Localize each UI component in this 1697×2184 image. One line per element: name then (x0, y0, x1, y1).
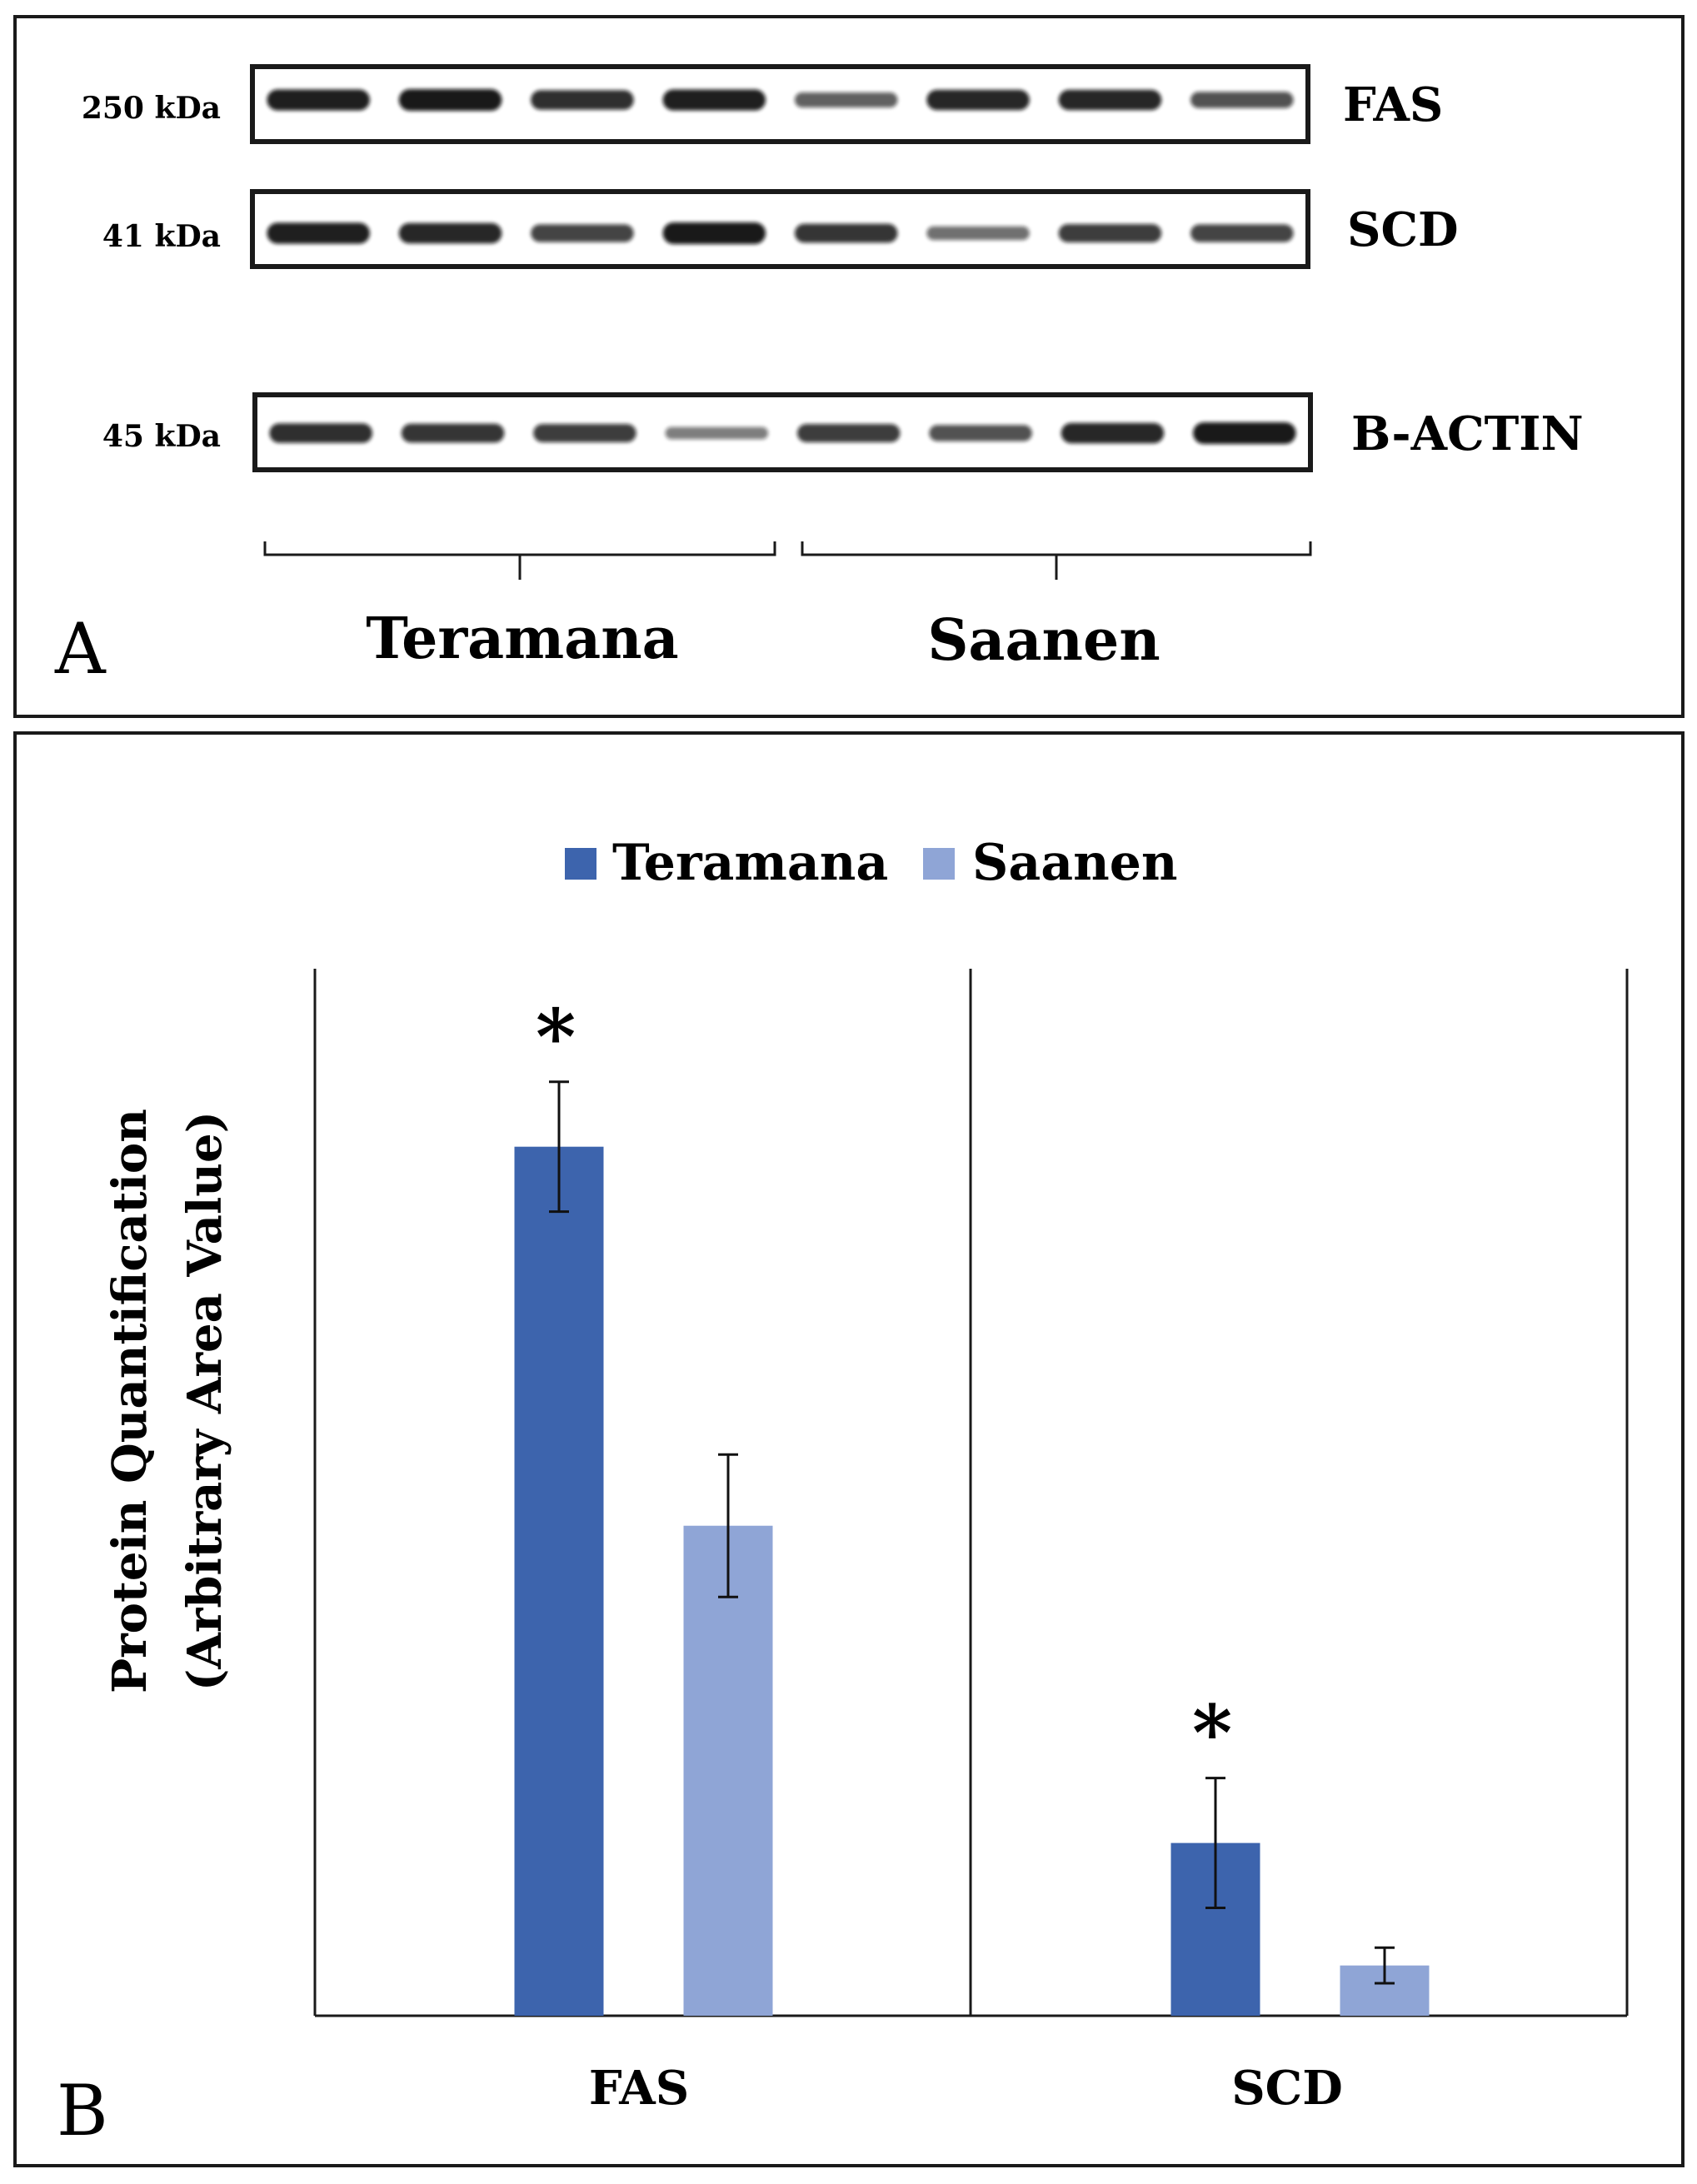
band-fas-lane-2 (398, 89, 502, 111)
plot-area: ** (514, 992, 1430, 2016)
blot-scd-protein: SCD (1347, 202, 1459, 257)
saanen-bracket (801, 541, 1312, 580)
band-scd-lane-3 (531, 224, 634, 242)
band-b-actin-lane-6 (929, 425, 1032, 441)
x-tick-label-fas: FAS (589, 2061, 689, 2116)
band-b-actin-lane-3 (533, 424, 636, 442)
band-scd-lane-6 (926, 226, 1030, 241)
band-fas-lane-1 (267, 89, 370, 111)
teramana-bracket (263, 541, 776, 580)
legend: Teramana Saanen (565, 834, 1178, 892)
band-b-actin-lane-8 (1193, 422, 1296, 444)
band-b-actin-lane-2 (401, 423, 505, 443)
blot-fas-bands (267, 89, 1294, 111)
panel-a-frame (13, 15, 1685, 718)
band-fas-lane-6 (926, 89, 1030, 111)
legend-label-teramana: Teramana (612, 834, 888, 892)
blot-fas-protein: FAS (1343, 77, 1443, 132)
legend-label-saanen: Saanen (972, 834, 1178, 892)
band-b-actin-lane-5 (796, 424, 901, 442)
significance-marker-teramana-scd: * (1192, 1688, 1232, 1778)
band-scd-lane-8 (1190, 224, 1294, 242)
legend-swatch-saanen (923, 848, 955, 880)
blot-actin-marker: 45 kDa (102, 419, 221, 454)
bar-teramana-fas (514, 1146, 604, 2016)
panel-b-label: B (57, 2070, 108, 2152)
error-bar-teramana-scd (1205, 1777, 1225, 1910)
band-b-actin-lane-4 (665, 426, 769, 440)
band-scd-lane-4 (662, 222, 766, 244)
band-scd-lane-1 (267, 222, 370, 244)
bar-saanen-fas (683, 1525, 773, 2016)
band-scd-lane-7 (1058, 224, 1162, 242)
band-fas-lane-8 (1190, 92, 1294, 108)
blot-scd-marker: 41 kDa (102, 219, 221, 254)
blot-scd-bands (267, 222, 1294, 244)
group-label-saanen: Saanen (927, 607, 1160, 674)
band-fas-lane-4 (662, 89, 766, 111)
group-label-teramana: Teramana (366, 606, 678, 672)
blot-fas: 250 kDa FAS (82, 64, 1443, 144)
band-scd-lane-5 (794, 223, 898, 243)
error-bar-teramana-fas (549, 1080, 569, 1214)
blot-actin: 45 kDa B-ACTIN (102, 392, 1584, 472)
y-axis-label-line-2: (Arbitrary Area Value) (177, 1111, 232, 1691)
legend-swatch-teramana (565, 848, 596, 880)
band-scd-lane-2 (398, 222, 502, 244)
band-b-actin-lane-1 (269, 423, 372, 443)
band-b-actin-lane-7 (1061, 422, 1165, 444)
blot-actin-protein: B-ACTIN (1351, 406, 1584, 461)
panel-b-frame (13, 731, 1685, 2167)
blot-fas-marker: 250 kDa (82, 91, 221, 126)
y-axis-label-line-1: Protein Quantification (102, 1109, 157, 1693)
error-bar-saanen-scd (1375, 1946, 1395, 1985)
blot-scd: 41 kDa SCD (102, 189, 1459, 269)
x-tick-label-scd: SCD (1231, 2061, 1343, 2116)
band-fas-lane-7 (1058, 89, 1162, 111)
panel-a: 250 kDa FAS 41 kDa SCD 45 kDa B-ACTIN Te… (13, 15, 1685, 718)
blot-actin-bands (269, 422, 1296, 444)
significance-marker-teramana-fas: * (536, 992, 576, 1082)
panel-b: Teramana Saanen Protein Quantification (… (13, 731, 1685, 2167)
band-fas-lane-5 (794, 92, 898, 107)
band-fas-lane-3 (531, 90, 634, 110)
error-bar-saanen-fas (718, 1453, 738, 1598)
panel-a-label: A (54, 608, 107, 690)
